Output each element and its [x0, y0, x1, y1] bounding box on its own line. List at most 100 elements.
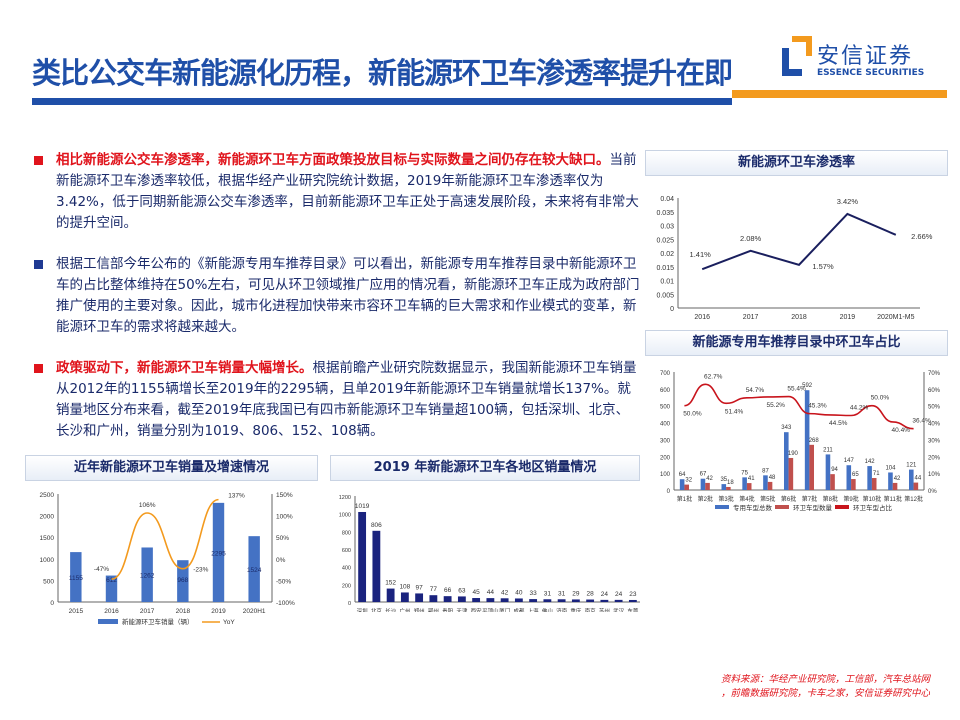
- data-label: 50.0%: [683, 411, 702, 418]
- y-tick-label: 400: [660, 422, 671, 428]
- data-label: 64: [679, 472, 686, 478]
- body-text: 相比新能源公交车渗透率，新能源环卫车方面政策投放目标与实际数量之间仍存在较大缺口…: [32, 150, 642, 462]
- data-label: 32: [685, 478, 692, 484]
- paragraph-body: 根据工信部今年公布的《新能源专用车推荐目录》可以看出，新能源专用车推荐目录中新能…: [56, 256, 640, 335]
- data-label: 1.41%: [690, 250, 712, 259]
- y2-tick-label: -100%: [276, 600, 295, 607]
- x-tick-label: 第5批: [760, 495, 775, 503]
- data-label: 45.3%: [808, 403, 827, 410]
- bar-region: [472, 598, 481, 602]
- x-tick-label: 东莞: [627, 607, 639, 612]
- y2-tick-label: 30%: [928, 438, 941, 444]
- data-label: 2295: [211, 550, 226, 557]
- square-bullet-icon: [34, 364, 43, 373]
- bar-region: [557, 599, 566, 602]
- bar-sanitation: [851, 479, 856, 490]
- data-label: 806: [371, 522, 382, 529]
- data-label: 71: [873, 471, 880, 477]
- data-label: 97: [416, 584, 424, 591]
- x-tick-label: 2020H1: [243, 608, 266, 615]
- data-label: 1.57%: [812, 262, 834, 271]
- legend-label: 环卫车型占比: [853, 503, 893, 512]
- page-title: 类比公交车新能源化历程，新能源环卫车渗透率提升在即: [32, 56, 733, 90]
- bar-total: [846, 465, 852, 490]
- y-tick-label: 700: [660, 371, 671, 377]
- data-label: 44.2%: [850, 404, 869, 411]
- x-tick-label: 第8批: [823, 495, 838, 503]
- bar-sales: [248, 536, 260, 602]
- x-tick-label: 长沙: [385, 607, 397, 612]
- bar-total: [721, 484, 727, 490]
- square-bullet-icon: [34, 260, 43, 269]
- bar-total: [804, 390, 810, 490]
- bar-sanitation: [913, 482, 919, 490]
- x-tick-label: 武汉: [613, 607, 625, 612]
- x-tick-label: 第11批: [884, 495, 902, 503]
- x-tick-label: 第2批: [698, 495, 713, 503]
- legend-swatch: [98, 619, 118, 624]
- bar-sanitation: [830, 474, 835, 490]
- x-tick-label: 2018: [791, 314, 807, 321]
- chart-catalog-share: 0 100 200 300 400 500 600 700 0% 10% 20% 30% 40% 50% 6…: [660, 371, 941, 512]
- data-label: 40: [515, 589, 523, 596]
- y2-tick-label: 60%: [928, 388, 941, 394]
- data-label: -23%: [193, 567, 208, 574]
- y-tick-label: 0.03: [660, 224, 674, 231]
- x-tick-label: 南京: [585, 607, 597, 612]
- x-tick-label: 苏州: [599, 607, 610, 612]
- y2-tick-label: 0%: [928, 489, 937, 495]
- x-tick-label: 第3批: [718, 495, 733, 503]
- data-label: 268: [809, 438, 820, 444]
- data-label: 42: [894, 476, 901, 482]
- bar-sales: [177, 560, 189, 602]
- data-label: 65: [852, 472, 859, 478]
- data-label: 41: [748, 476, 755, 482]
- bar-sanitation: [809, 444, 814, 490]
- y-tick-label: 500: [43, 578, 54, 585]
- x-tick-label: 北京: [371, 607, 383, 612]
- y-tick-label: 0: [670, 306, 674, 313]
- x-tick-label: 2016: [694, 314, 710, 321]
- bar-sanitation: [705, 482, 710, 490]
- paragraph-lead: 相比新能源公交车渗透率，新能源环卫车方面政策投放目标与实际数量之间仍存在较大缺口…: [56, 152, 610, 168]
- data-label: -47%: [94, 566, 109, 573]
- x-tick-label: 第9批: [843, 495, 858, 503]
- data-label: 343: [781, 425, 792, 431]
- data-label: 44: [915, 476, 922, 482]
- data-label: 104: [885, 465, 896, 471]
- y2-tick-label: 40%: [928, 422, 941, 428]
- y-tick-label: 0.02: [660, 251, 674, 258]
- series-line: [701, 212, 897, 271]
- y2-tick-label: 0%: [276, 557, 286, 564]
- data-label: 24: [601, 591, 609, 598]
- bar-region: [586, 599, 595, 602]
- legend-label: YoY: [223, 619, 235, 626]
- y2-tick-label: 50%: [276, 535, 289, 542]
- y-tick-label: 0: [50, 600, 54, 607]
- bar-region: [500, 598, 509, 602]
- x-tick-label: 鄂州: [428, 607, 439, 612]
- y-tick-label: 100: [660, 472, 671, 478]
- y-tick-label: 0.035: [656, 210, 674, 217]
- y-tick-label: 2000: [40, 514, 55, 521]
- chart-regional-sales: 0 200 400 600 800 1000 1200 深圳 北京 长沙 广州 郑州 鄂州 贵阳 天津 西安平…: [339, 495, 640, 612]
- data-label: 35: [720, 477, 727, 483]
- data-label: 23: [629, 591, 637, 598]
- bar-sales: [70, 552, 82, 602]
- data-label: 1155: [69, 575, 83, 582]
- data-label: 51.4%: [725, 408, 744, 415]
- data-label: 28: [587, 591, 595, 598]
- data-label: 147: [844, 458, 855, 464]
- data-label: 54.7%: [746, 387, 765, 394]
- y-tick-label: 1000: [40, 557, 55, 564]
- data-label: 3.42%: [837, 197, 859, 206]
- paragraph-body: 根据前瞻产业研究院数据显示，我国新能源环卫车销量从2012年的1155辆增长至2…: [56, 360, 637, 439]
- y-tick-label: 1500: [40, 535, 55, 542]
- bar-region: [429, 595, 438, 602]
- share-line: [684, 383, 914, 430]
- legend-label: 新能源环卫车销量（辆）: [122, 617, 194, 626]
- y-tick-label: 0.01: [660, 279, 674, 286]
- y-tick-label: 600: [342, 548, 351, 554]
- x-tick-label: 济南: [556, 607, 568, 612]
- chart-title-penetration: 新能源环卫车渗透率: [645, 150, 948, 176]
